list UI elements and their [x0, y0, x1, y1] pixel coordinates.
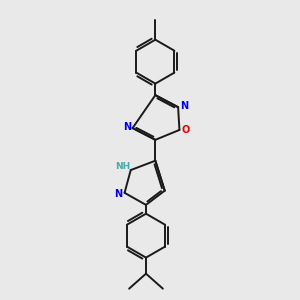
- Text: NH: NH: [116, 162, 131, 171]
- Text: N: N: [180, 101, 188, 111]
- Text: O: O: [181, 125, 190, 135]
- Text: N: N: [115, 189, 123, 199]
- Text: N: N: [123, 122, 131, 132]
